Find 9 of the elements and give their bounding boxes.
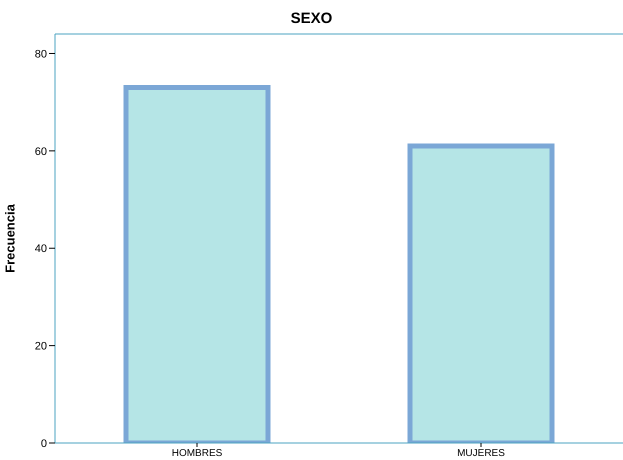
chart-title: SEXO [290,10,334,27]
x-tick-label: HOMBRES [172,448,223,460]
y-axis-title: Frecuencia [2,203,18,273]
y-tick-label: 40 [34,243,47,256]
y-tick-label: 20 [34,340,47,353]
y-tick-label: 0 [40,438,47,450]
y-tick-label: 60 [34,146,47,158]
x-tick-label: MUJERES [457,448,506,460]
y-tick-label: 80 [34,48,47,60]
